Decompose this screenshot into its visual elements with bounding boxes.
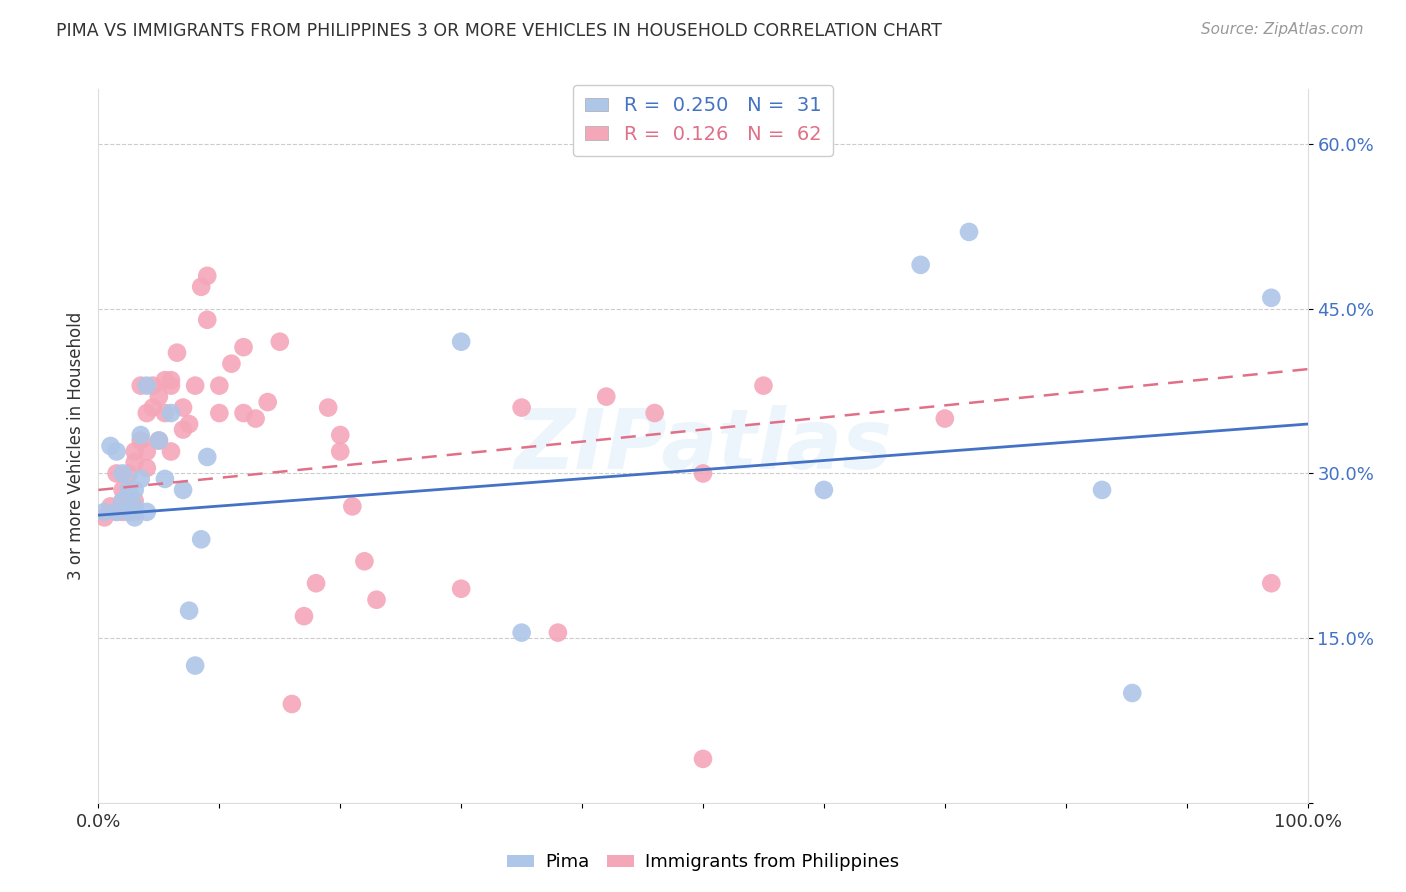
Point — [153, 373, 176, 387]
Point — [160, 406, 183, 420]
Point — [124, 455, 146, 469]
Point — [148, 390, 170, 404]
Point — [342, 500, 364, 514]
Point — [190, 280, 212, 294]
Point — [692, 467, 714, 481]
Point — [124, 510, 146, 524]
Point — [118, 483, 141, 497]
Point — [129, 434, 152, 448]
Point — [135, 444, 157, 458]
Point — [93, 510, 115, 524]
Point — [160, 373, 183, 387]
Point — [179, 417, 201, 431]
Point — [111, 467, 134, 481]
Point — [208, 378, 231, 392]
Point — [510, 401, 533, 415]
Point — [305, 576, 328, 591]
Legend: Pima, Immigrants from Philippines: Pima, Immigrants from Philippines — [499, 847, 907, 879]
Text: Source: ZipAtlas.com: Source: ZipAtlas.com — [1201, 22, 1364, 37]
Point — [153, 406, 176, 420]
Point — [105, 444, 128, 458]
Point — [910, 258, 932, 272]
Point — [172, 483, 194, 497]
Point — [135, 406, 157, 420]
Point — [450, 582, 472, 596]
Point — [100, 500, 122, 514]
Point — [692, 752, 714, 766]
Point — [118, 505, 141, 519]
Point — [135, 461, 157, 475]
Point — [135, 378, 157, 392]
Point — [595, 390, 617, 404]
Point — [221, 357, 243, 371]
Text: PIMA VS IMMIGRANTS FROM PHILIPPINES 3 OR MORE VEHICLES IN HOUSEHOLD CORRELATION : PIMA VS IMMIGRANTS FROM PHILIPPINES 3 OR… — [56, 22, 942, 40]
Point — [124, 483, 146, 497]
Point — [195, 312, 218, 326]
Point — [111, 494, 134, 508]
Point — [281, 697, 304, 711]
Point — [135, 505, 157, 519]
Point — [813, 483, 835, 497]
Point — [232, 406, 254, 420]
Point — [195, 450, 218, 464]
Point — [129, 428, 152, 442]
Point — [124, 505, 146, 519]
Point — [148, 434, 170, 448]
Point — [118, 505, 141, 519]
Point — [195, 268, 218, 283]
Point — [105, 505, 128, 519]
Point — [934, 411, 956, 425]
Point — [752, 378, 775, 392]
Point — [124, 444, 146, 458]
Point — [118, 467, 141, 481]
Point — [100, 439, 122, 453]
Point — [450, 334, 472, 349]
Point — [1260, 291, 1282, 305]
Point — [93, 505, 115, 519]
Point — [153, 472, 176, 486]
Point — [129, 472, 152, 486]
Point — [208, 406, 231, 420]
Point — [166, 345, 188, 359]
Point — [547, 625, 569, 640]
Point — [129, 378, 152, 392]
Point — [184, 658, 207, 673]
Point — [179, 604, 201, 618]
Point — [329, 428, 352, 442]
Point — [245, 411, 267, 425]
Point — [232, 340, 254, 354]
Point — [111, 483, 134, 497]
Point — [148, 434, 170, 448]
Point — [172, 423, 194, 437]
Point — [256, 395, 278, 409]
Point — [184, 378, 207, 392]
Point — [510, 625, 533, 640]
Point — [142, 401, 165, 415]
Point — [353, 554, 375, 568]
Point — [124, 500, 146, 514]
Point — [1121, 686, 1143, 700]
Point — [105, 505, 128, 519]
Point — [329, 444, 352, 458]
Point — [105, 467, 128, 481]
Point — [172, 401, 194, 415]
Point — [366, 592, 388, 607]
Point — [644, 406, 666, 420]
Point — [269, 334, 291, 349]
Point — [292, 609, 315, 624]
Point — [190, 533, 212, 547]
Point — [142, 378, 165, 392]
Point — [160, 378, 183, 392]
Legend: R =  0.250   N =  31, R =  0.126   N =  62: R = 0.250 N = 31, R = 0.126 N = 62 — [574, 85, 832, 156]
Y-axis label: 3 or more Vehicles in Household: 3 or more Vehicles in Household — [66, 312, 84, 580]
Point — [316, 401, 339, 415]
Point — [111, 494, 134, 508]
Point — [1091, 483, 1114, 497]
Text: ZIPatlas: ZIPatlas — [515, 406, 891, 486]
Point — [1260, 576, 1282, 591]
Point — [124, 494, 146, 508]
Point — [160, 444, 183, 458]
Point — [111, 505, 134, 519]
Point — [957, 225, 980, 239]
